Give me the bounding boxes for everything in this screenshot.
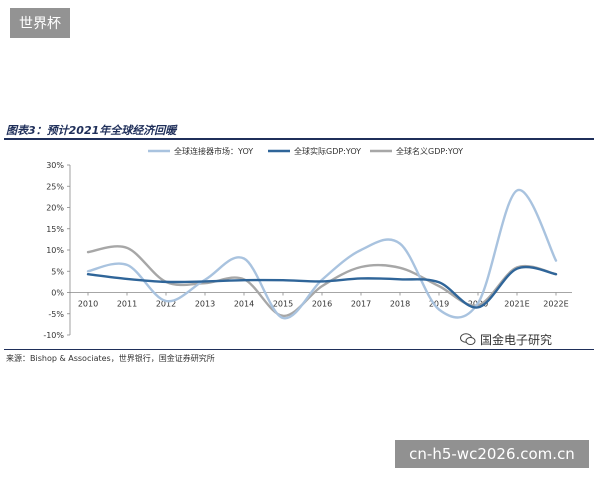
y-tick-label: -5% (48, 310, 64, 319)
legend-label: 全球实际GDP:YOY (294, 146, 361, 156)
x-tick-label: 2018 (390, 300, 410, 309)
x-tick-label: 2022E (543, 300, 568, 309)
line-chart: -10%-5%0%5%10%15%20%25%30% 2010 2011 2012 2… (43, 146, 572, 340)
y-tick-label: 15% (46, 225, 64, 234)
watermark-text: 国金电子研究 (480, 333, 553, 347)
legend-item: 全球名义GDP:YOY (370, 146, 463, 156)
series-line-1 (86, 265, 558, 309)
legend-item: 全球实际GDP:YOY (268, 146, 361, 156)
x-tick-label: 2013 (195, 300, 215, 309)
x-tick-label: 2021E (504, 300, 529, 309)
x-tick-label: 2016 (312, 300, 332, 309)
y-axis: -10% -5% 0% 5% 10% 15% 20% 25% 30% (43, 161, 71, 340)
series-line-0 (86, 189, 558, 320)
figure-title: 图表3：预计2021年全球经济回暖 (6, 124, 177, 137)
x-tick-label: 2010 (78, 300, 98, 309)
legend-item: 全球连接器市场：YOY (148, 146, 253, 156)
legend-label: 全球名义GDP:YOY (396, 146, 463, 156)
y-tick-label: 10% (46, 246, 64, 255)
x-tick-label: 2012 (156, 300, 176, 309)
legend-label: 全球连接器市场：YOY (174, 146, 253, 156)
corner-tag: 世界杯 (10, 8, 70, 38)
footer-tag: cn-h5-wc2026.com.cn (395, 440, 589, 468)
watermark: 国金电子研究 (460, 331, 552, 348)
y-tick-label: 20% (46, 204, 64, 213)
x-tick-label: 2017 (351, 300, 371, 309)
x-tick-label: 2014 (234, 300, 254, 309)
series-lines (86, 189, 558, 320)
y-tick-label: -10% (43, 331, 64, 340)
x-tick-label: 2019 (429, 300, 449, 309)
y-tick-label: 0% (51, 289, 64, 298)
x-axis: 2010 2011 2012 2013 2014 2015 2016 2017 2018 2019… (70, 292, 572, 309)
source-note: 来源：Bishop & Associates，世界银行，国金证券研究所 (6, 354, 215, 363)
source-rule (4, 349, 594, 350)
x-tick-label: 2011 (117, 300, 137, 309)
title-rule (4, 138, 594, 140)
wechat-icon (460, 333, 476, 346)
y-tick-label: 30% (46, 161, 64, 170)
x-tick-label: 2015 (273, 300, 293, 309)
y-tick-label: 5% (51, 267, 64, 276)
legend: 全球连接器市场：YOY 全球实际GDP:YOY 全球名义GDP:YOY (148, 146, 463, 156)
y-tick-label: 25% (46, 182, 64, 191)
